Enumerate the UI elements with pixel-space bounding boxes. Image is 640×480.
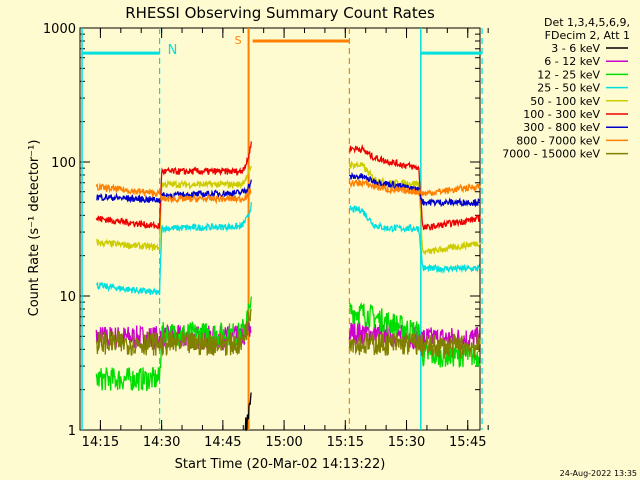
legend-label-2: 12 - 25 keV [537, 68, 600, 81]
x-tick-label: 14:15 [82, 435, 119, 450]
legend-header-line-1: Det 1,3,4,5,6,9, [544, 16, 630, 29]
series-line-3 [95, 201, 481, 296]
series-line-0 [244, 392, 252, 432]
legend-label-1: 6 - 12 keV [544, 55, 600, 68]
plot-area: 1 10 100 1000 14:15 14:30 14:45 15:00 15:15 15:30… [43, 22, 489, 450]
series-line-8 [95, 308, 481, 359]
x-tick-label: 15:15 [327, 435, 364, 450]
x-tick-label: 15:45 [449, 435, 486, 450]
series-line-5 [95, 141, 481, 231]
y-tick-label: 1000 [43, 22, 76, 37]
footer-date: 24-Aug-2022 13:35 [560, 469, 637, 478]
saa-marker-label: S [235, 34, 242, 47]
x-tick-label: 14:45 [204, 435, 241, 450]
x-tick-label: 15:00 [265, 435, 302, 450]
y-axis-label: Count Rate (s⁻¹ detector⁻¹) [27, 140, 42, 317]
x-axis-label: Start Time (20-Mar-02 14:13:22) [175, 457, 386, 472]
legend-label-3: 25 - 50 keV [537, 82, 600, 95]
y-tick-label: 10 [59, 290, 76, 305]
y-tick-label: 100 [51, 156, 76, 171]
x-tick-label: 15:30 [388, 435, 425, 450]
chart-title: RHESSI Observing Summary Count Rates [125, 4, 435, 22]
legend-label-7: 800 - 7000 keV [516, 134, 600, 147]
legend-label-6: 300 - 800 keV [523, 121, 600, 134]
legend-header-line-2: FDecim 2, Att 1 [545, 29, 630, 42]
legend-label-0: 3 - 6 keV [551, 42, 600, 55]
legend-label-5: 100 - 300 keV [523, 108, 600, 121]
series-line-4 [95, 160, 481, 255]
night-marker-label: N [168, 43, 178, 58]
plot-frame [79, 27, 481, 431]
x-tick-label: 14:30 [143, 435, 180, 450]
legend-label-8: 7000 - 15000 keV [502, 148, 600, 161]
legend-label-4: 50 - 100 keV [530, 95, 600, 108]
series-line-6 [96, 171, 481, 208]
series-line-7 [95, 179, 481, 205]
y-tick-label: 1 [68, 424, 76, 439]
